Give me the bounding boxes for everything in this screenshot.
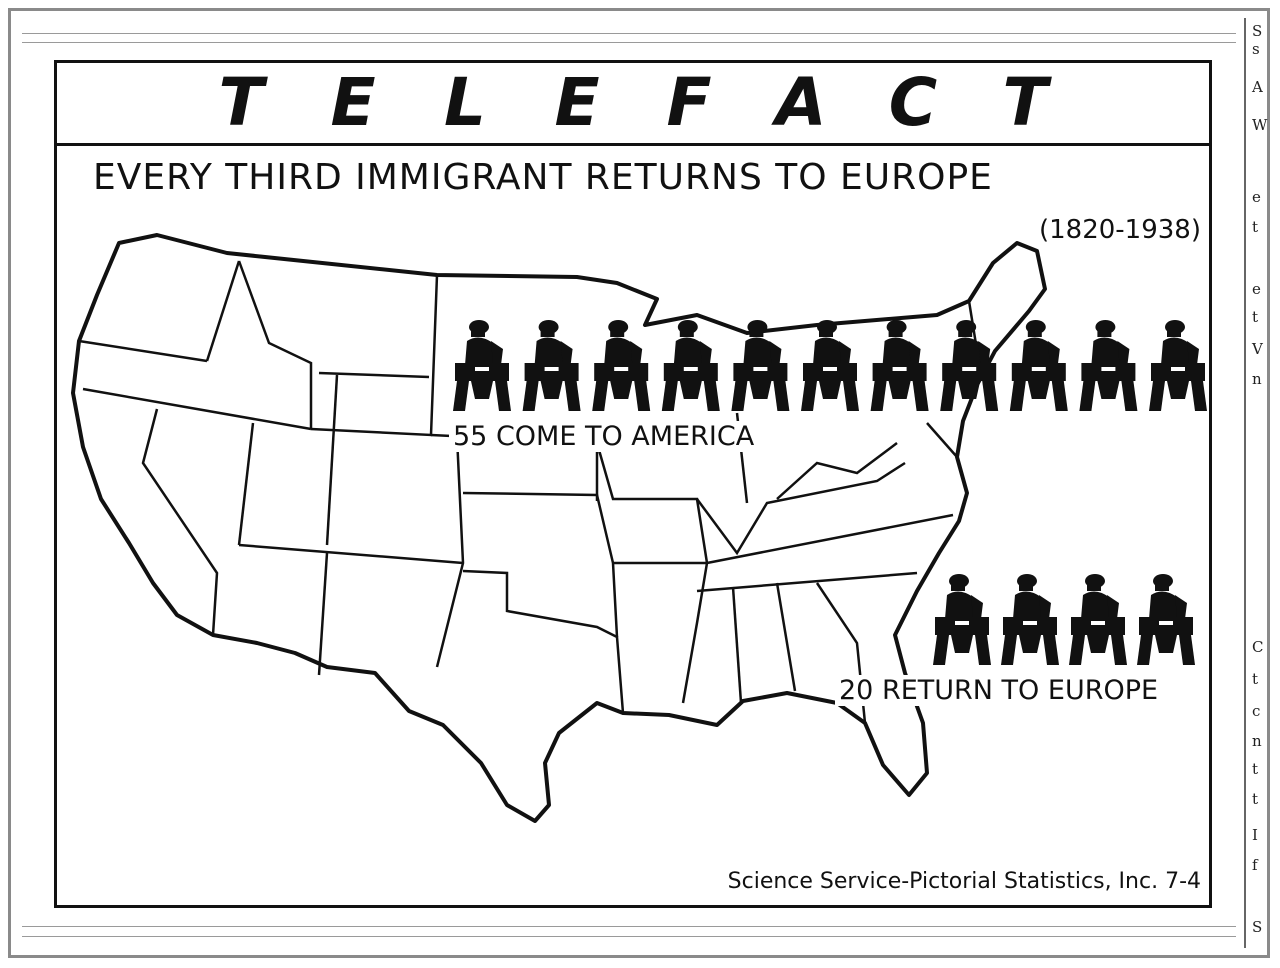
- period-label: (1820-1938): [1038, 215, 1201, 245]
- state-border: [141, 408, 219, 636]
- us-outline: [71, 233, 1047, 823]
- state-border: [926, 422, 958, 458]
- us-map: [71, 233, 1047, 823]
- title-letter: F: [666, 64, 712, 141]
- immigrant-figure-icon: [522, 320, 581, 411]
- bottom-rule: [22, 926, 1236, 927]
- adjacent-column-char: C: [1252, 638, 1264, 656]
- adjacent-column-char: A: [1252, 78, 1263, 96]
- chart-canvas: [71, 233, 1207, 823]
- adjacent-column-char: e: [1252, 188, 1261, 206]
- state-border: [775, 582, 797, 692]
- immigrant-figure-icon: [1149, 320, 1207, 411]
- immigrant-figure-icon: [870, 320, 929, 411]
- bottom-rule-2: [22, 936, 1236, 937]
- state-border: [462, 491, 619, 638]
- title-letter: T: [1002, 64, 1048, 141]
- adjacent-column-char: I: [1252, 826, 1258, 844]
- adjacent-column-char: n: [1252, 370, 1262, 388]
- state-border: [731, 586, 743, 704]
- immigrant-figure-icon: [453, 320, 511, 411]
- state-border: [696, 571, 918, 593]
- adjacent-column-char: t: [1252, 790, 1259, 808]
- immigrant-figure-icon: [1069, 574, 1127, 665]
- adjacent-column-char: t: [1252, 670, 1259, 688]
- state-border: [462, 569, 625, 714]
- adjacent-column-char: c: [1252, 702, 1261, 720]
- come-icon-row: [453, 320, 1207, 411]
- state-border: [238, 543, 464, 565]
- immigrant-figure-icon: [661, 320, 720, 411]
- immigrant-figure-icon: [801, 320, 859, 411]
- state-border: [695, 461, 906, 556]
- return-icon-row: [933, 574, 1195, 665]
- title-letter: C: [888, 64, 938, 141]
- adjacent-column-char: S: [1252, 918, 1263, 936]
- immigrant-figure-icon: [940, 320, 999, 411]
- adjacent-column-char: e: [1252, 280, 1261, 298]
- title-letter: L: [443, 64, 487, 141]
- state-border: [237, 260, 313, 429]
- immigrant-figure-icon: [1009, 320, 1068, 411]
- adjacent-column-char: W: [1252, 116, 1268, 134]
- adjacent-column-char: f: [1252, 856, 1258, 874]
- title-letter: E: [554, 64, 600, 141]
- state-border: [613, 561, 709, 704]
- adjacent-column-char: t: [1252, 218, 1259, 236]
- adjacent-column-char: V: [1252, 340, 1263, 358]
- immigrant-figure-icon: [592, 320, 651, 411]
- adjacent-column-char: t: [1252, 760, 1259, 778]
- state-border: [776, 442, 898, 500]
- state-border: [237, 422, 255, 546]
- top-rule: [22, 33, 1236, 34]
- state-borders: [78, 260, 981, 724]
- source-credit: Science Service-Pictorial Statistics, In…: [727, 869, 1201, 894]
- state-border: [318, 371, 430, 379]
- immigrant-figure-icon: [731, 320, 790, 411]
- state-border: [317, 552, 329, 676]
- state-border: [205, 260, 241, 362]
- page-frame: [8, 8, 1270, 958]
- state-border: [435, 436, 465, 668]
- adjacent-column-char: S: [1252, 22, 1263, 40]
- immigrant-figure-icon: [1001, 574, 1059, 665]
- state-border: [706, 513, 954, 565]
- immigrant-figure-icon: [933, 574, 991, 665]
- immigrant-figure-icon: [1079, 320, 1138, 411]
- adjacent-column-char: n: [1252, 732, 1262, 750]
- immigrant-figure-icon: [1137, 574, 1195, 665]
- state-border: [78, 339, 208, 363]
- title-letter: T: [218, 64, 264, 141]
- top-rule-2: [22, 42, 1236, 43]
- state-border: [595, 442, 709, 564]
- return-to-europe-label: 20 RETURN TO EUROPE: [835, 675, 1163, 706]
- state-border: [310, 274, 439, 437]
- title-letter: E: [330, 64, 376, 141]
- state-border: [82, 387, 312, 431]
- come-to-america-label: 55 COME TO AMERICA: [449, 421, 759, 452]
- adjacent-column-char: t: [1252, 308, 1259, 326]
- adjacent-column-char: s: [1252, 40, 1260, 58]
- state-border: [325, 374, 339, 546]
- title-letter: A: [775, 64, 827, 141]
- chart-headline: EVERY THIRD IMMIGRANT RETURNS TO EUROPE: [93, 157, 993, 198]
